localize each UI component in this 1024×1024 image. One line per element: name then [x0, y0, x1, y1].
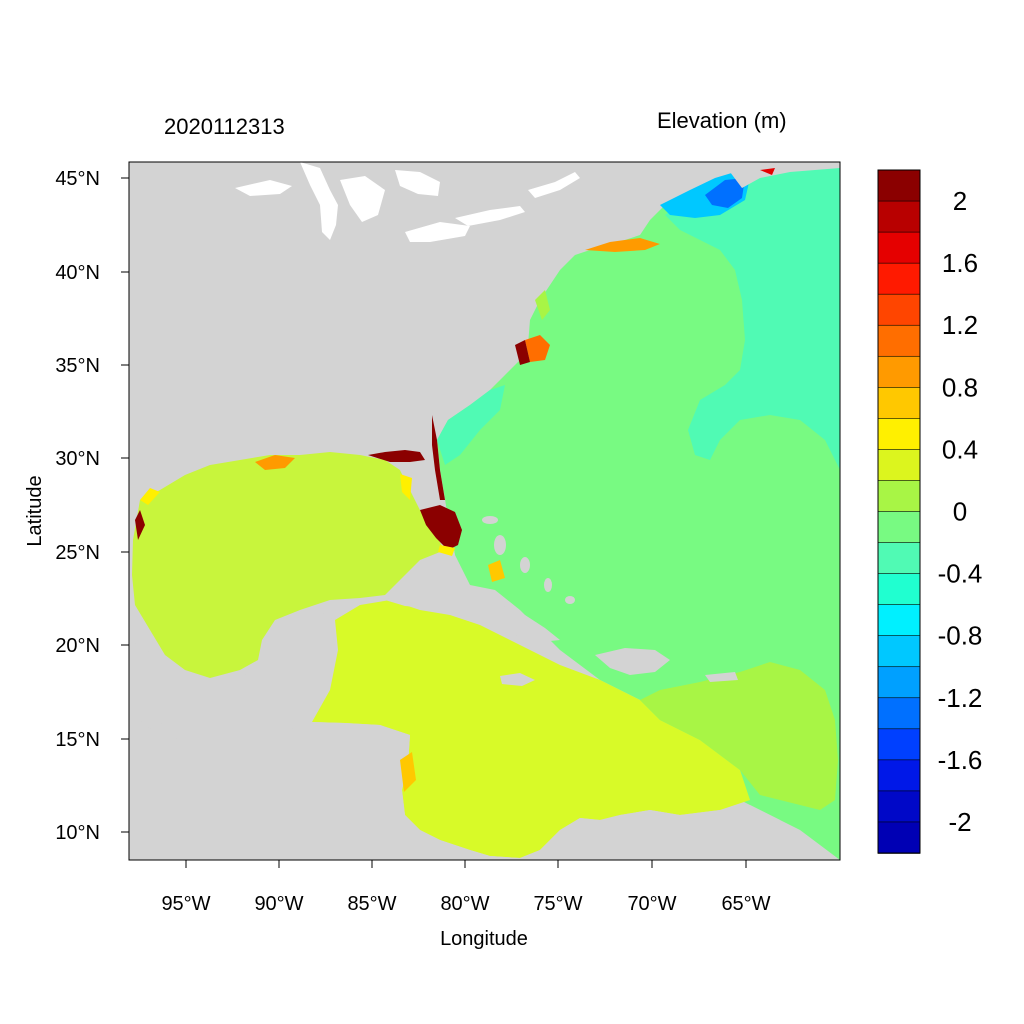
colorbar-swatch — [877, 449, 921, 482]
map-frame — [128, 161, 841, 861]
central-america-land — [129, 612, 335, 740]
lat-tick-label: 25°N — [55, 542, 100, 564]
lon-tick-label: 80°W — [440, 893, 489, 915]
honduras-coast-surge — [400, 752, 416, 792]
lon-tick-labels: 95°W 90°W 85°W 80°W 75°W 70°W 65°W — [161, 893, 770, 915]
colorbar-swatch — [877, 790, 921, 823]
cuba-south-surge — [488, 560, 505, 582]
colorbar-tick-label: -0.8 — [938, 621, 983, 651]
lon-tick-label: 90°W — [254, 893, 303, 915]
lat-tick-labels: 45°N 40°N 35°N 30°N 25°N 20°N 15°N 10°N — [55, 168, 100, 844]
carolina-sound-surge — [515, 340, 530, 365]
colorbar-swatch — [877, 387, 921, 420]
colorbar-swatch — [877, 511, 921, 544]
colorbar-swatch — [877, 231, 921, 264]
colorbar-tick-label: 1.6 — [942, 248, 978, 278]
colorbar-swatch — [877, 821, 921, 854]
eastern-caribbean-band — [640, 662, 838, 810]
colorbar-swatch — [877, 573, 921, 606]
colorbar-swatch — [877, 542, 921, 575]
greater-antilles — [385, 590, 738, 686]
lat-tick-label: 45°N — [55, 168, 100, 190]
great-lakes — [235, 162, 580, 242]
gulf-of-mexico — [132, 452, 445, 678]
timestamp-label: 2020112313 — [164, 114, 285, 139]
colorbar-swatch — [877, 480, 921, 513]
florida-east-surge — [368, 450, 425, 462]
bay-of-fundy-surge — [760, 168, 775, 175]
colorbar-swatch — [877, 666, 921, 699]
lon-tick-label: 85°W — [347, 893, 396, 915]
florida-east-coast-surge — [432, 415, 445, 500]
colorbar-frame — [877, 169, 921, 854]
colorbar-swatch — [877, 169, 921, 202]
colorbar-swatch — [877, 418, 921, 451]
central-america-isthmus — [129, 720, 840, 860]
chesapeake-surge — [535, 290, 550, 320]
lat-tick-label: 40°N — [55, 262, 100, 284]
nova-scotia-land — [730, 162, 840, 188]
colorbar-swatch — [877, 697, 921, 730]
lon-tick-label: 95°W — [161, 893, 210, 915]
colorbar-tick-label: -2 — [948, 807, 971, 837]
gulf-coast-surge — [135, 455, 412, 540]
colorbar-swatch — [877, 728, 921, 761]
colorbar-tick-label: -1.2 — [938, 683, 983, 713]
long-island-surge — [585, 238, 660, 252]
lon-tick-label: 65°W — [721, 893, 770, 915]
colorbar-swatch — [877, 355, 921, 389]
lat-tick-label: 35°N — [55, 355, 100, 377]
colorbar-swatch — [877, 200, 921, 233]
colorbar-swatch — [877, 293, 921, 327]
colorbar-swatch — [877, 262, 921, 295]
x-axis-label: Longitude — [440, 928, 528, 950]
lat-tick-label: 15°N — [55, 729, 100, 751]
y-axis-label: Latitude — [24, 475, 46, 546]
gulf-of-maine-lower — [705, 178, 745, 208]
lat-tick-label: 20°N — [55, 635, 100, 657]
colorbar-swatch — [877, 604, 921, 637]
colorbar-swatch — [877, 324, 921, 358]
caribbean-sea — [312, 600, 750, 858]
colorbar-tick-label: 1.2 — [942, 310, 978, 340]
colorbar-swatch — [877, 635, 921, 668]
coastal-band-carolina — [437, 385, 505, 465]
lon-tick-label: 75°W — [533, 893, 582, 915]
lat-tick-label: 30°N — [55, 448, 100, 470]
colorbar-title: Elevation (m) — [657, 108, 787, 133]
colorbar-tick-label: 0.8 — [942, 372, 978, 402]
east-atlantic-band — [665, 162, 840, 470]
bahamas — [482, 516, 575, 604]
south-florida-surge — [420, 505, 462, 550]
colorbar-tick-label: 2 — [953, 186, 967, 216]
lat-tick-label: 10°N — [55, 822, 100, 844]
carolina-surge — [525, 335, 550, 362]
colorbar-tick-label: -1.6 — [938, 745, 983, 775]
colorbar-tick-label: 0 — [953, 497, 967, 527]
colorbar — [877, 169, 921, 854]
colorbar-swatch — [877, 759, 921, 792]
lat-axis — [121, 177, 129, 833]
colorbar-labels: 2 1.6 1.2 0.8 0.4 0 -0.4 -0.8 -1.2 -1.6 -2 — [938, 186, 983, 837]
lon-tick-label: 70°W — [627, 893, 676, 915]
lon-axis — [185, 860, 747, 868]
colorbar-tick-label: 0.4 — [942, 434, 978, 464]
colorbar-tick-label: -0.4 — [938, 559, 983, 589]
florida-keys — [438, 545, 455, 556]
map-panel — [129, 162, 840, 860]
